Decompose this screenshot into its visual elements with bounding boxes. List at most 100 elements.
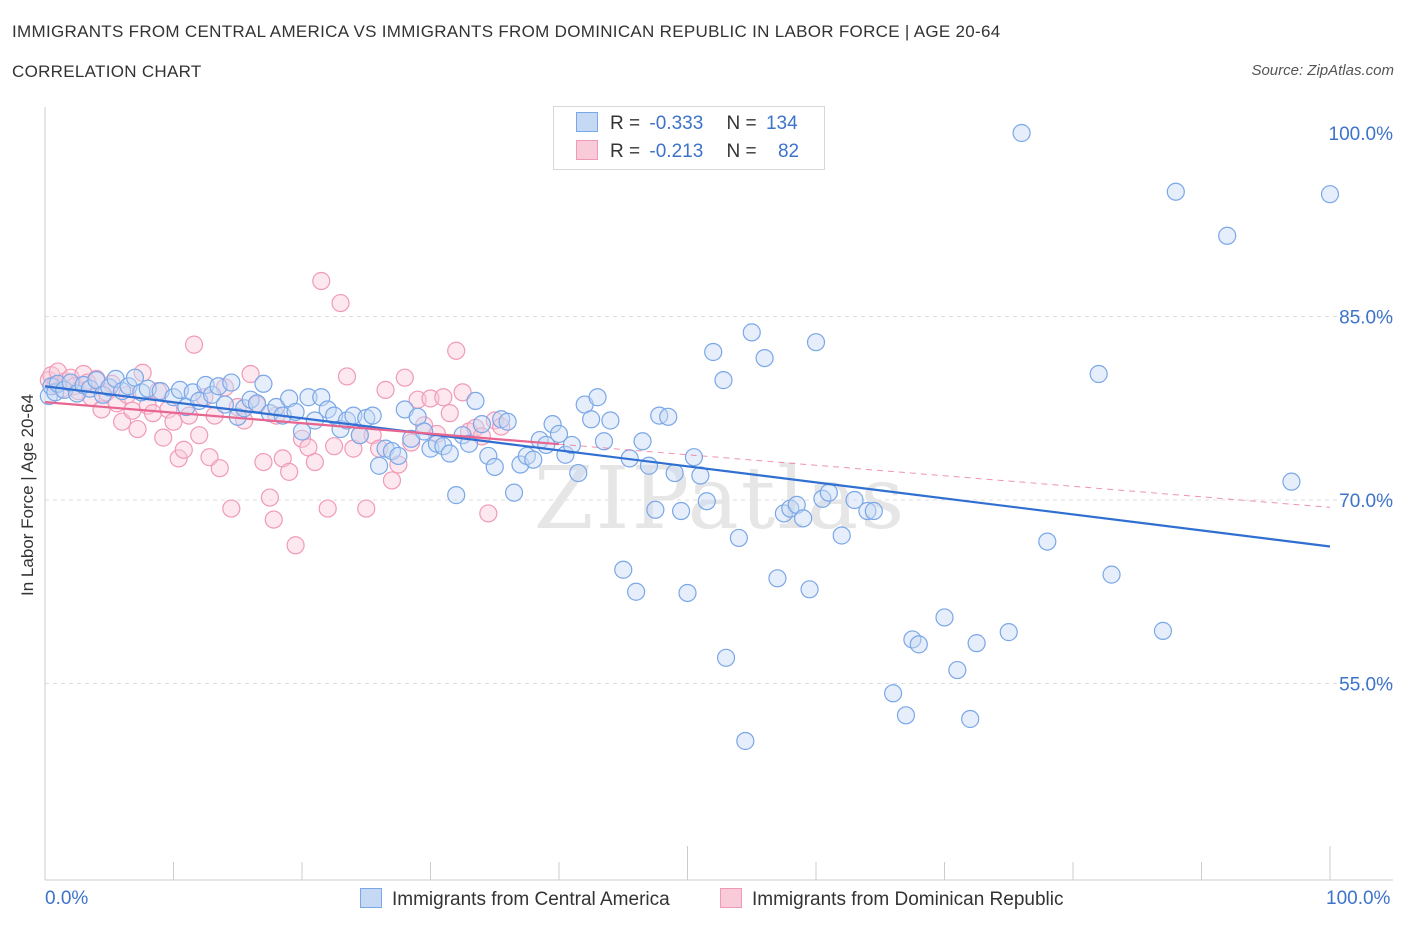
chart-subtitle: CORRELATION CHART: [12, 62, 202, 81]
point-29: [174, 440, 193, 459]
n-label: N =: [726, 141, 757, 162]
point-72: [504, 483, 524, 502]
point-98: [678, 583, 697, 603]
n-label: N =: [726, 113, 757, 134]
point-63: [376, 380, 395, 399]
point-55: [325, 437, 344, 456]
x-tick-label-min: 0.0%: [45, 888, 89, 909]
x-tick-label-max: 100.0%: [1326, 888, 1391, 909]
pink-swatch: [720, 888, 742, 908]
point-138: [1282, 472, 1301, 491]
point-52: [305, 452, 324, 472]
point-118: [832, 526, 851, 545]
point-48: [280, 462, 299, 481]
point-63: [447, 486, 466, 505]
stats-row-dominican-republic: R = -0.213 N = 82: [576, 140, 799, 164]
point-75: [524, 450, 543, 469]
point-113: [794, 509, 813, 528]
point-70: [421, 389, 440, 408]
r-value: -0.213: [649, 141, 704, 162]
legend-item-dominican-republic[interactable]: Immigrants from Dominican Republic: [720, 888, 1064, 911]
point-106: [736, 731, 755, 751]
point-126: [935, 608, 954, 627]
y-tick-label-0: 100.0%: [1329, 124, 1394, 145]
point-104: [716, 648, 736, 667]
point-51: [370, 456, 389, 475]
point-57: [337, 367, 357, 386]
point-27: [164, 412, 183, 431]
point-60: [357, 499, 376, 518]
point-103: [714, 371, 733, 390]
point-13: [92, 400, 111, 419]
point-43: [254, 452, 273, 472]
point-97: [671, 501, 691, 521]
point-36: [210, 459, 229, 478]
point-88: [614, 560, 633, 579]
point-71: [498, 412, 517, 431]
point-72: [434, 388, 453, 407]
point-50: [363, 406, 382, 425]
point-24: [196, 375, 215, 395]
point-73: [440, 404, 459, 423]
trend-line-dominican-republic: [44, 401, 560, 446]
legend-label: Immigrants from Dominican Republic: [752, 889, 1064, 910]
point-108: [755, 348, 774, 368]
point-58: [414, 422, 434, 441]
point-131: [1012, 123, 1031, 143]
point-95: [659, 407, 678, 426]
r-label: R =: [610, 113, 641, 134]
point-48: [350, 426, 369, 445]
trend-line-central-america: [44, 385, 1331, 548]
stats-row-central-america: R = -0.333 N = 134: [576, 112, 798, 136]
blue-swatch: [576, 112, 598, 132]
point-135: [1153, 621, 1173, 640]
stats-legend: R = -0.333 N = 134 R = -0.213 N = 82: [553, 106, 825, 170]
point-134: [1102, 565, 1121, 584]
point-40: [299, 388, 318, 407]
point-119: [845, 490, 864, 510]
point-102: [704, 342, 723, 362]
point-54: [389, 446, 408, 466]
point-107: [742, 323, 761, 342]
point-69: [485, 457, 504, 477]
point-87: [601, 411, 620, 430]
point-84: [582, 410, 601, 429]
point-32: [190, 426, 209, 445]
point-128: [961, 709, 980, 729]
point-136: [1166, 182, 1185, 201]
point-44: [260, 488, 279, 507]
r-value: -0.333: [649, 113, 704, 134]
point-25: [154, 428, 173, 447]
legend-label: Immigrants from Central America: [392, 889, 670, 910]
point-31: [184, 335, 204, 354]
point-79: [479, 504, 498, 523]
series-legend: Immigrants from Central America Immigran…: [0, 888, 1406, 918]
point-78: [543, 415, 562, 434]
chart-title: IMMIGRANTS FROM CENTRAL AMERICA VS IMMIG…: [12, 22, 1001, 41]
n-value: 82: [777, 141, 800, 162]
watermark: ZIPatlas: [534, 449, 906, 549]
point-41: [241, 364, 260, 384]
pink-swatch: [576, 140, 598, 160]
point-117: [819, 483, 838, 502]
point-125: [909, 635, 928, 654]
legend-item-central-america[interactable]: Immigrants from Central America: [360, 888, 670, 911]
point-38: [222, 499, 241, 518]
r-label: R =: [610, 141, 641, 162]
point-91: [633, 432, 652, 451]
point-64: [382, 471, 402, 490]
y-axis-label: In Labor Force | Age 20-64: [18, 394, 37, 596]
point-121: [864, 501, 883, 521]
point-123: [896, 706, 916, 725]
point-114: [800, 580, 819, 599]
point-133: [1089, 364, 1108, 384]
n-value: 134: [765, 113, 798, 134]
point-56: [331, 293, 350, 313]
point-109: [768, 569, 787, 588]
point-139: [1320, 185, 1340, 204]
source-note: Source: ZipAtlas.com: [1251, 62, 1394, 79]
point-96: [665, 463, 684, 483]
point-101: [697, 492, 716, 511]
point-75: [453, 383, 472, 402]
